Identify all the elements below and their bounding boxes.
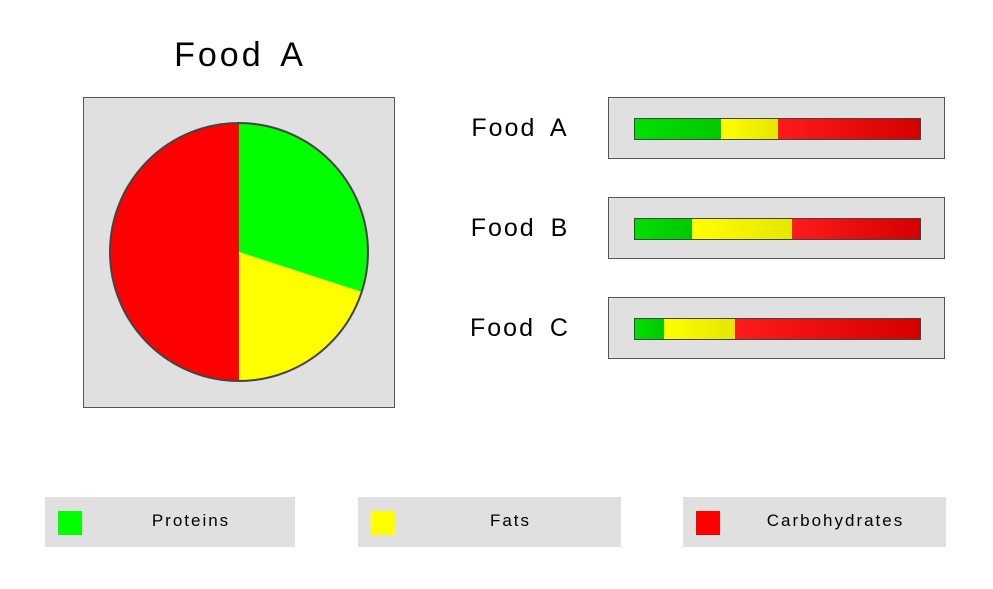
- bar-segment-fats: [720, 119, 778, 139]
- bar-segment-carbohydrates: [791, 219, 920, 239]
- pie-slice-carbohydrates: [110, 123, 239, 381]
- bar-segment-fats: [692, 219, 792, 239]
- bar-row-food-c: Food C: [0, 297, 993, 359]
- pie-outline: [109, 122, 369, 382]
- bar-label-food-b: Food B: [470, 214, 570, 242]
- bar-segment-carbohydrates: [734, 319, 920, 339]
- legend-label-fats: Fats: [489, 511, 532, 530]
- bar-segment-carbohydrates: [777, 119, 920, 139]
- bar-row-food-a: Food A: [0, 97, 993, 159]
- pie-chart-title: Food A: [174, 36, 306, 74]
- bar-panel-food-a: [608, 97, 945, 159]
- legend-item-proteins: Proteins: [45, 497, 295, 547]
- bar-row-food-b: Food B: [0, 197, 993, 259]
- legend-item-fats: Fats: [358, 497, 621, 547]
- bar-segment-proteins: [635, 219, 692, 239]
- stacked-bar-food-a: [634, 118, 921, 140]
- bar-panel-food-c: [608, 297, 945, 359]
- pie-chart-panel: [83, 97, 395, 408]
- bar-segment-proteins: [635, 119, 721, 139]
- legend-swatch-carbohydrates: [696, 511, 720, 535]
- legend-swatch-fats: [371, 511, 395, 535]
- bar-panel-food-b: [608, 197, 945, 259]
- bar-label-food-c: Food C: [470, 314, 570, 342]
- pie-chart: [109, 122, 369, 382]
- legend-item-carbohydrates: Carbohydrates: [683, 497, 946, 547]
- bar-segment-proteins: [635, 319, 664, 339]
- legend-label-proteins: Proteins: [151, 511, 231, 530]
- legend-swatch-proteins: [58, 511, 82, 535]
- pie-slice-fats: [239, 252, 362, 381]
- bar-segment-fats: [663, 319, 735, 339]
- legend-label-carbohydrates: Carbohydrates: [766, 511, 905, 530]
- pie-slice-proteins: [239, 123, 369, 292]
- stacked-bar-food-c: [634, 318, 921, 340]
- bar-label-food-a: Food A: [471, 114, 569, 142]
- stacked-bar-food-b: [634, 218, 921, 240]
